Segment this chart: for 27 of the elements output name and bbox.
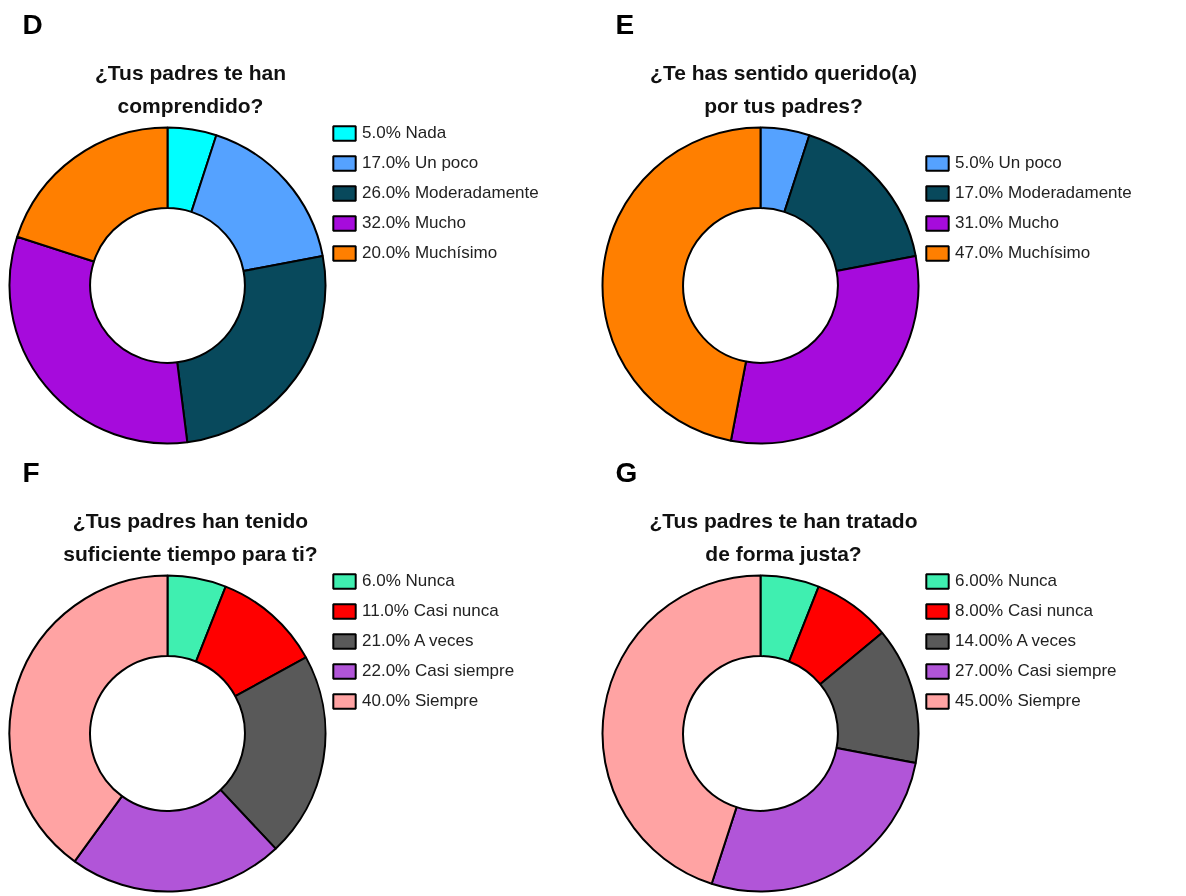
legend-label: 40.0% Siempre [362, 691, 479, 711]
text: E [615, 8, 635, 40]
text: F [22, 456, 40, 488]
legend-label: 11.0% Casi nunca [362, 601, 499, 621]
legend-label: 22.0% Casi siempre [362, 661, 515, 681]
legend-label: 6.00% Nunca [955, 571, 1058, 591]
legend-label: 5.0% Nada [362, 123, 447, 143]
legend-label: 32.0% Mucho [362, 213, 466, 233]
legend-label: 8.00% Casi nunca [955, 601, 1093, 621]
legend-label: 17.0% Un poco [362, 153, 479, 173]
legend-label: 17.0% Moderadamente [955, 183, 1132, 203]
legend-label: 6.0% Nunca [362, 571, 455, 591]
legend-label: 14.00% A veces [955, 631, 1076, 651]
text: G [615, 456, 638, 488]
text: D [22, 8, 43, 40]
chart-title: ¿Tus padres te han tratado de forma justa? [649, 508, 918, 565]
chart-title: ¿Tus padres han tenido suficiente tiempo para ti? [63, 508, 318, 565]
legend-label: 20.0% Muchísimo [362, 243, 498, 263]
legend-label: 31.0% Mucho [955, 213, 1059, 233]
legend-label: 26.0% Moderadamente [362, 183, 539, 203]
legend-label: 21.0% A veces [362, 631, 474, 651]
chart-title: ¿Te has sentido querido(a) por tus padres? [650, 60, 917, 117]
legend-label: 5.0% Un poco [955, 153, 1062, 173]
legend-label: 45.00% Siempre [955, 691, 1081, 711]
legend-label: 27.00% Casi siempre [955, 661, 1117, 681]
legend-label: 47.0% Muchísimo [955, 243, 1091, 263]
chart-title: ¿Tus padres te han comprendido? [95, 60, 286, 117]
